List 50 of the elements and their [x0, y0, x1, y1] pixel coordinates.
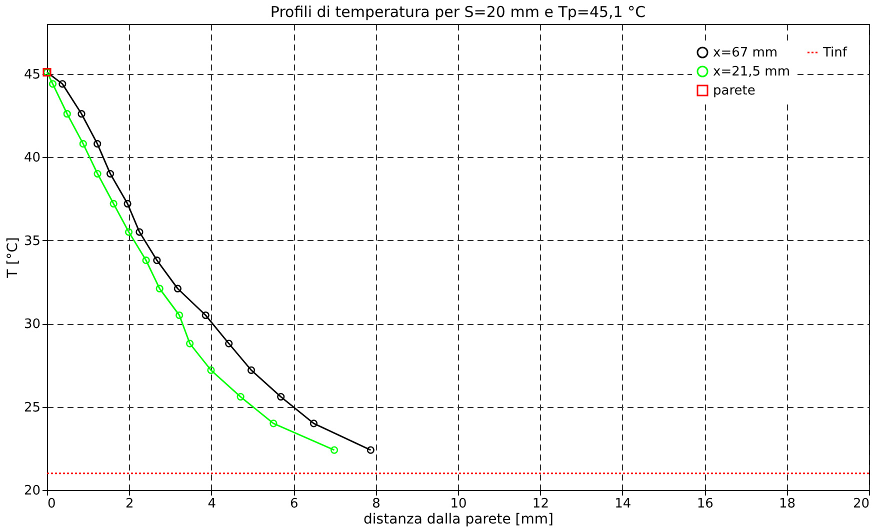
x-tick-label: 10	[450, 496, 467, 512]
legend-label: parete	[713, 84, 756, 98]
x-tick-label: 16	[696, 496, 714, 512]
point	[94, 170, 102, 178]
point	[174, 284, 182, 292]
x-tick-label: 8	[372, 496, 380, 512]
point	[247, 366, 256, 374]
point	[277, 392, 285, 401]
point	[270, 420, 278, 428]
point	[124, 228, 133, 236]
point	[58, 80, 66, 88]
point	[48, 80, 57, 88]
point	[79, 140, 87, 148]
point	[225, 340, 233, 348]
point	[153, 256, 161, 264]
y-tick-label: 20	[24, 484, 40, 498]
point	[236, 392, 244, 401]
legend-label: Tinf	[822, 46, 848, 60]
x-tick-label: 18	[779, 496, 796, 512]
x-tick-label: 6	[290, 496, 298, 512]
point	[136, 228, 144, 236]
point	[106, 170, 114, 178]
x-tick-label: 20	[852, 496, 870, 512]
point	[207, 366, 215, 374]
x-tick-label: 4	[208, 496, 216, 512]
y-tick-label: 35	[24, 234, 40, 249]
point	[202, 311, 210, 320]
x-tick-label: 14	[614, 496, 632, 512]
y-tick-label: 25	[24, 400, 40, 416]
point	[78, 110, 86, 118]
point	[63, 110, 71, 118]
x-axis-title: distanza dalla parete [mm]	[364, 512, 554, 528]
y-tick-label: 40	[24, 150, 40, 166]
legend-label: x=67 mm	[713, 46, 778, 60]
point	[124, 200, 132, 208]
y-tick-label: 30	[24, 317, 40, 332]
point	[94, 140, 102, 148]
y-axis-title: T [°C]	[4, 237, 21, 279]
point	[142, 256, 150, 264]
chart-title: Profili di temperatura per S=20 mm e Tp=45,1 °C	[270, 3, 646, 21]
x-tick-label: 12	[532, 496, 549, 512]
point	[110, 200, 118, 208]
x-tick-label: 0	[48, 496, 56, 512]
point	[156, 284, 164, 292]
point	[186, 340, 194, 348]
point	[310, 420, 318, 428]
y-tick-label: 45	[24, 67, 40, 82]
legend-label: x=21,5 mm	[713, 64, 790, 80]
x-tick-label: 2	[126, 496, 134, 512]
point	[176, 311, 184, 320]
